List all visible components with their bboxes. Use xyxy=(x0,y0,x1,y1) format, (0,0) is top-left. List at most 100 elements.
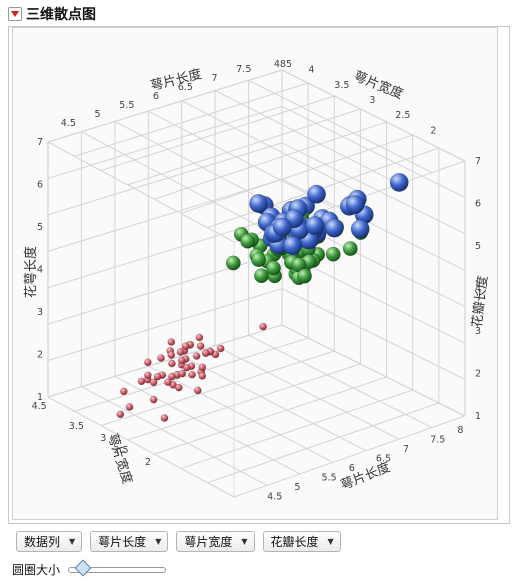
dropdown-label: 花瓣长度 xyxy=(270,535,319,549)
tick-label: 1 xyxy=(37,392,43,403)
data-point xyxy=(153,372,162,381)
data-point xyxy=(178,369,187,378)
dropdown-label: 萼片宽度 xyxy=(184,535,233,549)
data-point xyxy=(253,268,269,284)
grid-line xyxy=(47,69,283,143)
data-point xyxy=(201,349,210,357)
grid-line xyxy=(47,105,283,179)
tick-label: 4.5 xyxy=(267,491,282,502)
grid-line xyxy=(180,389,413,469)
axis-title-sepal-width-back: 萼片宽度 xyxy=(351,68,405,102)
grid-line xyxy=(74,82,309,157)
tick-label: 4 xyxy=(475,284,481,295)
data-point xyxy=(181,342,190,351)
grid-line xyxy=(207,402,440,484)
axis-title-sepal-length-back: 萼片长度 xyxy=(149,66,203,94)
tick-label: 7 xyxy=(403,444,409,455)
data-point xyxy=(182,363,191,372)
dropdown-sepal-length[interactable]: 萼片长度 ▼ xyxy=(90,531,169,552)
tick-label: 6 xyxy=(475,199,481,210)
tick-label: 5.5 xyxy=(119,100,134,111)
axis-controls: 数据列 ▼ 萼片长度 ▼ 萼片宽度 ▼ 花瓣长度 ▼ xyxy=(16,531,341,552)
tick-label: 4 xyxy=(308,65,314,76)
data-point xyxy=(174,383,183,392)
grid-line xyxy=(214,345,400,440)
circle-size-label: 圆圈大小 xyxy=(12,563,61,577)
grid-line xyxy=(181,355,367,452)
dropdown-sepal-width[interactable]: 萼片宽度 ▼ xyxy=(176,531,255,552)
tick-label: 2.5 xyxy=(113,445,128,456)
data-point xyxy=(216,344,225,353)
data-point xyxy=(188,370,196,379)
grid-line xyxy=(154,376,387,455)
chevron-down-icon: ▼ xyxy=(155,537,162,546)
data-point xyxy=(325,246,341,262)
grid-line xyxy=(248,79,433,174)
tick-label: 5 xyxy=(475,241,481,252)
grid-line xyxy=(180,134,413,214)
tick-label: 7 xyxy=(475,156,481,167)
tick-label: 4.5 xyxy=(32,401,47,412)
grid-line xyxy=(47,141,235,243)
data-point xyxy=(116,410,125,419)
grid-line xyxy=(127,108,361,186)
tick-label: 2 xyxy=(475,369,481,380)
tick-label: 5 xyxy=(37,222,43,233)
grid-line xyxy=(281,142,466,235)
grid-line xyxy=(47,324,283,398)
grid-line xyxy=(281,69,466,162)
data-point xyxy=(160,414,169,422)
data-point xyxy=(198,363,207,372)
data-point xyxy=(195,333,204,342)
data-point xyxy=(225,255,241,271)
slider-thumb[interactable] xyxy=(74,559,92,576)
grid-line xyxy=(100,350,335,427)
dropdown-data-column[interactable]: 数据列 ▼ xyxy=(16,531,83,552)
data-point xyxy=(259,322,267,331)
tick-label: 5 xyxy=(95,109,101,120)
data-point xyxy=(342,241,358,257)
red-triangle-icon xyxy=(11,11,19,17)
data-point xyxy=(119,387,128,396)
grid-line xyxy=(81,386,268,486)
chevron-down-icon: ▼ xyxy=(241,537,248,546)
grid-line xyxy=(181,100,367,197)
data-point xyxy=(283,236,302,256)
tick-label: 6.5 xyxy=(178,82,193,93)
page-title: 三维散点图 xyxy=(26,7,96,23)
data-point xyxy=(249,194,269,213)
tick-label: 2.5 xyxy=(395,110,410,121)
data-point xyxy=(350,219,370,239)
grid-line xyxy=(47,215,283,289)
red-triangle-menu-button[interactable] xyxy=(8,7,22,21)
axis-title-sepal-width-front: 萼片宽度 xyxy=(104,432,135,486)
tick-label: 2 xyxy=(37,350,43,361)
circle-size-slider[interactable] xyxy=(68,559,167,576)
data-point xyxy=(297,268,312,284)
tick-label: 1 xyxy=(475,411,481,422)
tick-label: 3 xyxy=(37,307,43,318)
axis-title-sepal-length-front: 萼片长度 xyxy=(338,459,392,493)
scatter-3d-plot[interactable]: 4.555.566.577.5 43.532.52765432176543214.… xyxy=(12,27,498,520)
grid-line xyxy=(214,90,400,185)
grid-line xyxy=(148,110,334,208)
tick-label: 8 xyxy=(457,425,463,436)
grid-line xyxy=(248,334,433,429)
data-point xyxy=(198,372,207,380)
data-points xyxy=(116,172,409,422)
data-point xyxy=(305,216,325,235)
tick-label: 2 xyxy=(145,457,151,468)
data-point xyxy=(196,342,205,350)
tick-label: 6 xyxy=(349,463,355,474)
tick-label: 6 xyxy=(37,180,43,191)
data-point xyxy=(345,195,365,215)
data-point xyxy=(251,252,267,268)
data-point xyxy=(272,217,292,237)
grid-line xyxy=(47,396,235,498)
tick-label: 2 xyxy=(430,125,436,136)
data-point xyxy=(164,378,172,387)
grid-line xyxy=(47,251,283,325)
grid-line xyxy=(100,95,335,172)
dropdown-petal-length[interactable]: 花瓣长度 ▼ xyxy=(262,531,341,552)
grid-line xyxy=(81,131,268,231)
